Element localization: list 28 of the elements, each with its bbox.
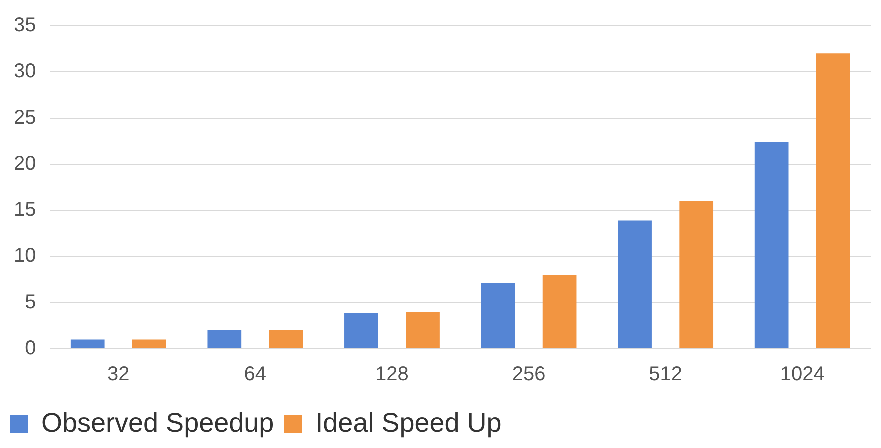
y-tick-label: 20 [14, 152, 36, 175]
y-tick-label: 35 [14, 14, 36, 37]
x-tick-label: 512 [649, 364, 682, 386]
bar [754, 142, 789, 348]
x-tick-label: 32 [108, 364, 130, 386]
bar [344, 313, 378, 348]
legend-label: Observed Speedup [42, 408, 274, 438]
bar [816, 54, 850, 348]
x-tick-label: 1024 [780, 364, 825, 386]
bar [680, 201, 714, 348]
bar [406, 312, 440, 348]
bar [269, 330, 304, 348]
bar [132, 340, 166, 348]
x-tick-label: 256 [512, 364, 546, 386]
bar [618, 220, 652, 348]
y-tick-label: 15 [14, 199, 36, 222]
y-tick-label: 0 [25, 338, 36, 360]
x-tick-label: 128 [376, 364, 409, 386]
bar [70, 340, 105, 348]
x-tick-label: 64 [244, 364, 267, 386]
y-tick-label: 30 [14, 60, 36, 83]
y-tick-label: 5 [25, 291, 36, 314]
bar [208, 330, 242, 348]
y-tick-label: 25 [14, 106, 36, 129]
y-tick-label: 10 [14, 245, 36, 268]
bar [481, 283, 516, 348]
legend-label: Ideal Speed Up [316, 408, 502, 438]
bar [542, 275, 577, 348]
